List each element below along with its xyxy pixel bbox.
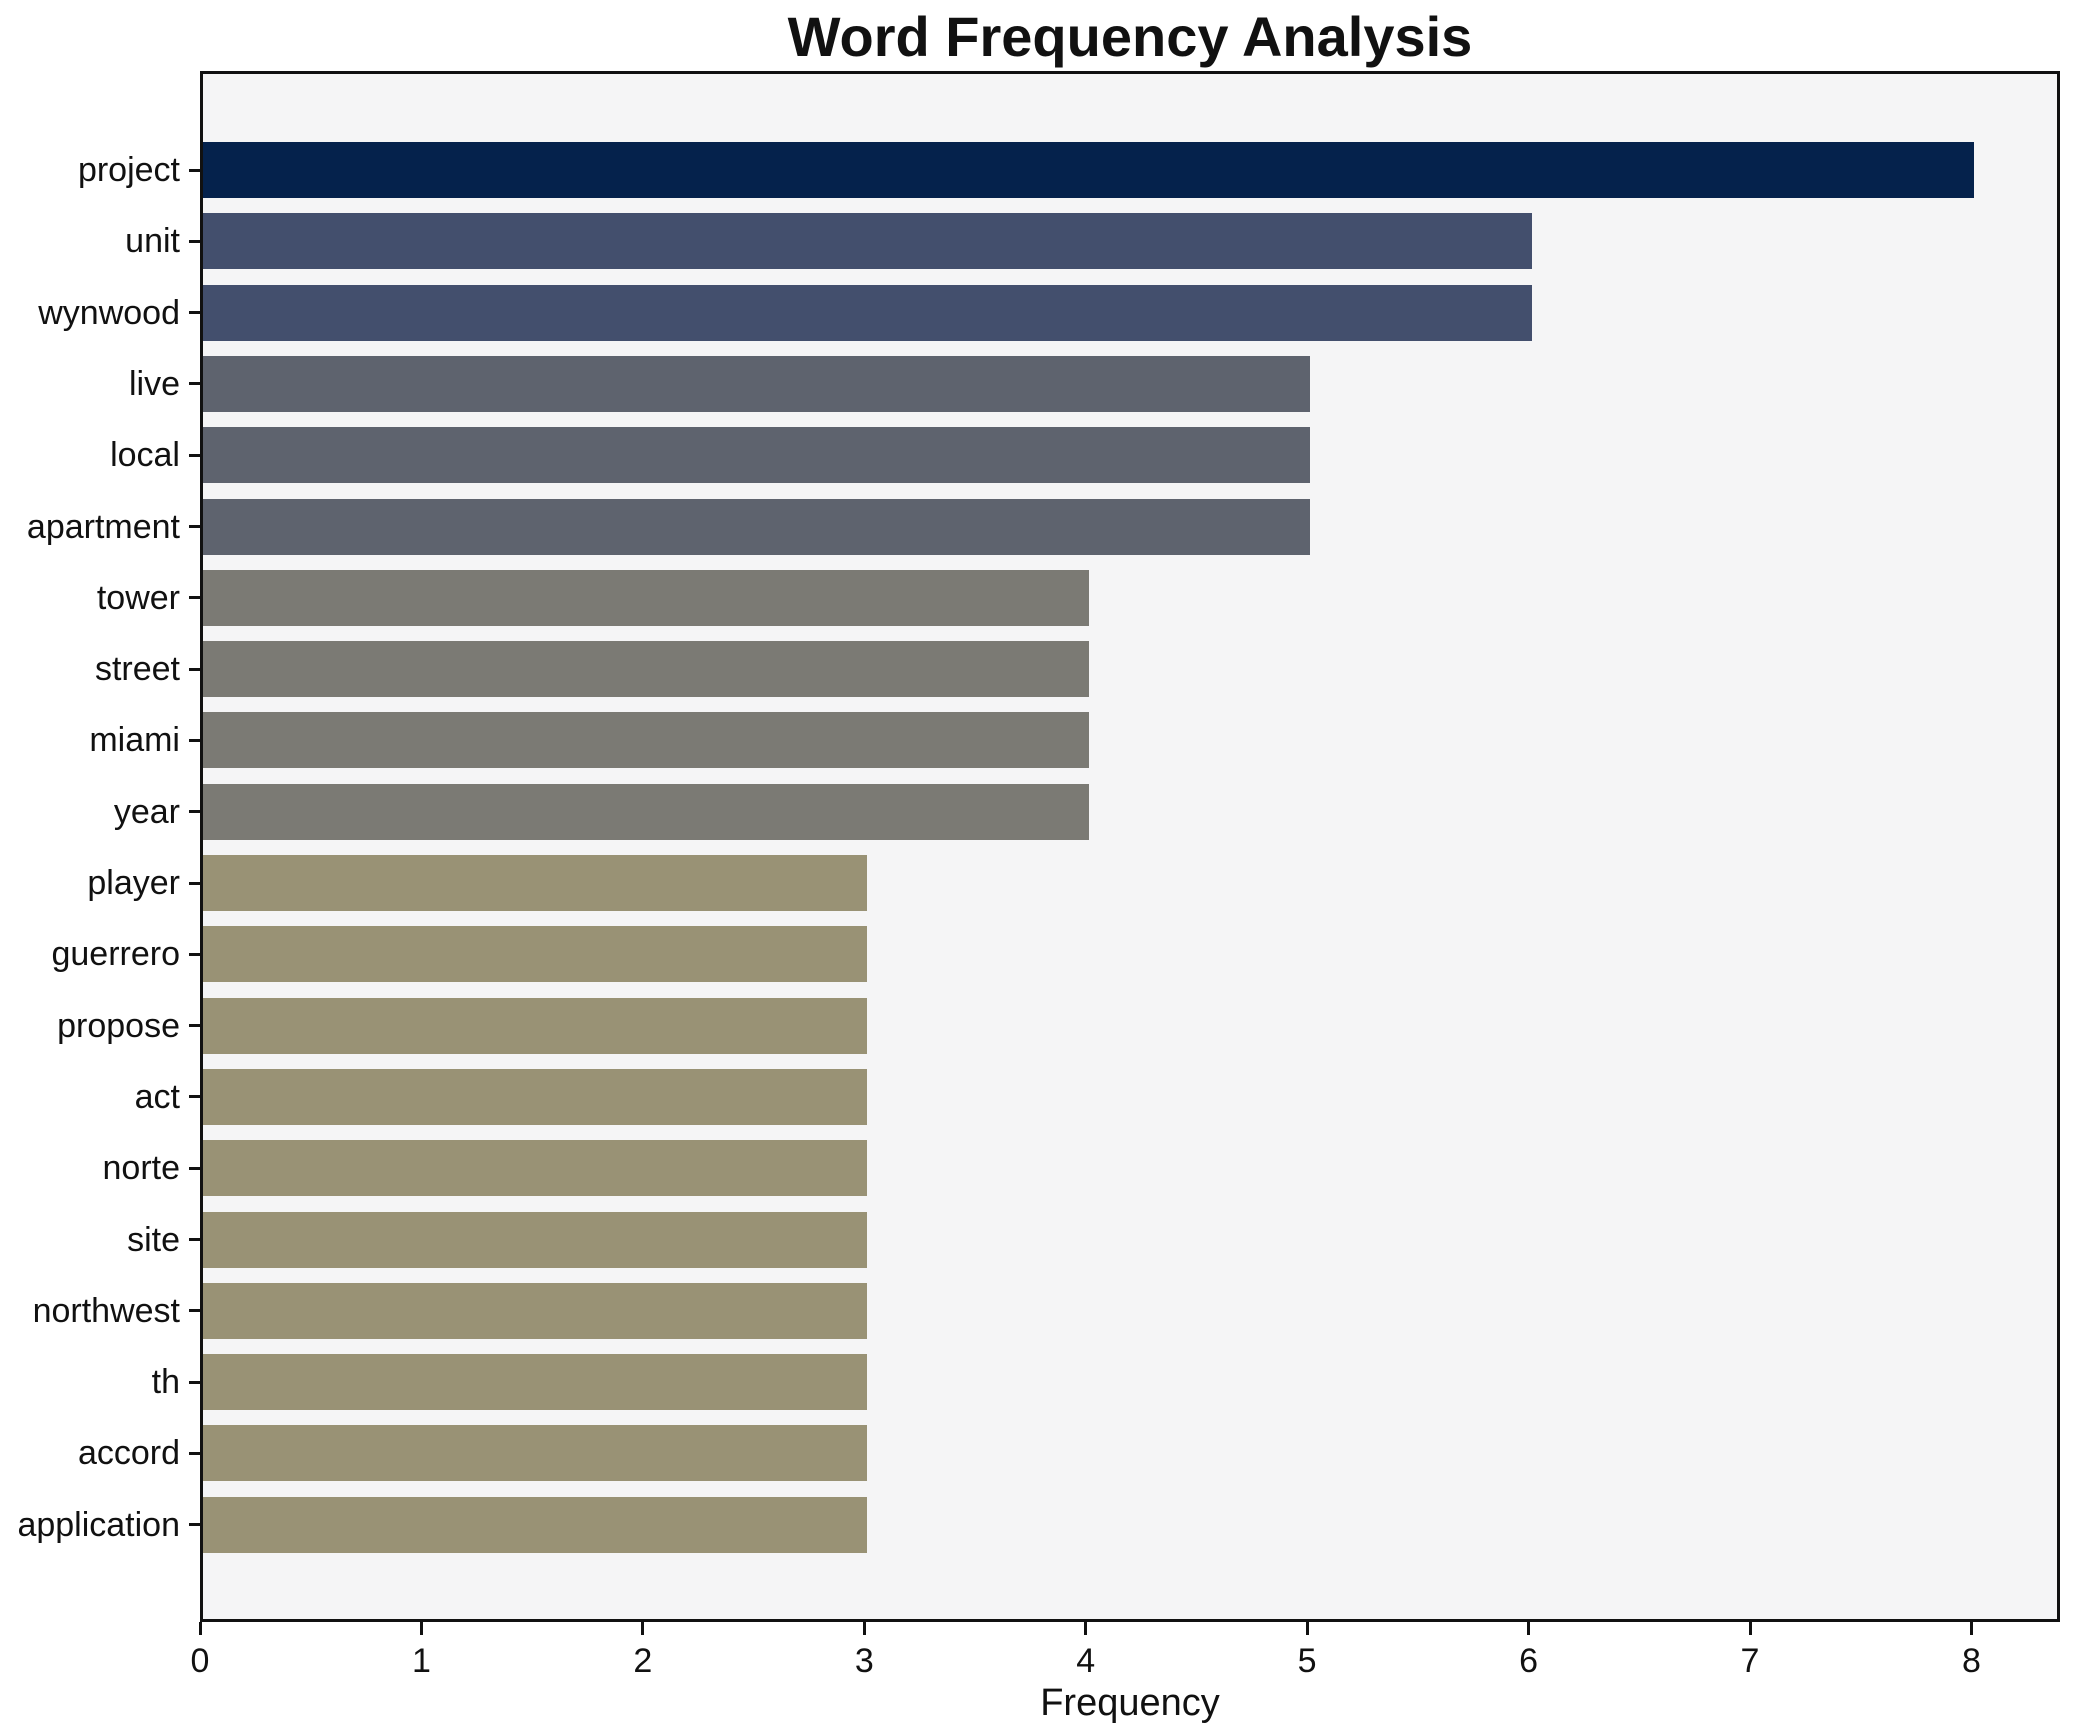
bar [203,1068,868,1125]
y-tick-label: year [113,792,180,831]
x-tick-label: 1 [411,1642,431,1680]
x-tick-label: 6 [1519,1642,1539,1680]
bar [203,641,1089,698]
x-tick-label: 0 [190,1642,210,1680]
plot-area [200,71,2060,1622]
y-tick-mark [189,1523,200,1527]
x-tick-label: 4 [1076,1642,1096,1680]
y-tick-label: wynwood [38,293,180,332]
y-tick-mark [189,382,200,386]
y-tick-label: accord [77,1434,180,1473]
y-tick-label: miami [89,721,180,760]
bar [203,284,1532,341]
bar [203,1496,868,1553]
x-tick-mark [1305,1622,1309,1635]
y-tick-label: project [77,151,180,189]
x-tick-mark [1084,1622,1088,1635]
y-tick-mark [189,596,200,600]
y-tick-mark [189,738,200,742]
y-tick-mark [189,952,200,956]
y-tick-label: apartment [26,507,180,546]
y-tick-mark [189,239,200,243]
x-tick-mark [862,1622,866,1635]
y-tick-label: northwest [32,1291,180,1330]
y-tick-mark [189,1380,200,1384]
bar [203,855,868,911]
y-tick-label: norte [102,1149,181,1188]
x-tick-label: 5 [1297,1642,1317,1680]
y-tick-label: tower [96,578,180,617]
y-tick-mark [189,810,200,814]
y-tick-label: unit [125,222,180,261]
bar [203,427,1311,484]
y-tick-label: propose [57,1006,180,1045]
bar [203,1425,868,1482]
y-tick-label: guerrero [51,935,180,974]
x-tick-label: 3 [854,1642,874,1680]
y-tick-mark [189,1166,200,1170]
bar [203,1282,868,1339]
y-tick-label: application [17,1505,180,1544]
bar [203,498,1311,555]
x-tick-label: 8 [1961,1642,1981,1680]
y-tick-mark [189,1238,200,1241]
y-tick-mark [189,525,200,528]
x-tick-mark [198,1622,202,1635]
bar [203,1211,868,1268]
bar [203,1140,868,1197]
bar [203,213,1532,270]
x-tick-label: 7 [1740,1642,1760,1680]
bar [203,1354,868,1411]
y-tick-label: player [87,864,180,902]
x-tick-mark [1748,1622,1752,1635]
x-tick-mark [1527,1622,1531,1635]
y-tick-mark [189,881,200,885]
y-tick-label: local [110,436,180,475]
y-tick-label: live [128,364,180,403]
chart-title: Word Frequency Analysis [787,5,1473,68]
y-tick-mark [189,1451,200,1455]
x-tick-label: 2 [633,1642,653,1680]
bar [203,997,868,1054]
bar [203,569,1089,626]
y-tick-mark [189,1024,200,1028]
y-tick-label: th [151,1363,180,1402]
y-tick-mark [189,311,200,315]
bar [203,926,868,983]
y-tick-mark [189,453,200,457]
y-tick-mark [189,1309,200,1313]
y-tick-label: act [134,1077,180,1116]
y-tick-mark [189,667,200,671]
bar [203,712,1089,769]
bar [203,783,1089,840]
y-tick-mark [189,168,200,172]
x-tick-mark [641,1622,645,1635]
x-tick-mark [1969,1622,1973,1635]
x-tick-mark [419,1622,423,1635]
y-tick-mark [189,1095,200,1099]
bar [203,142,1975,198]
bar [203,355,1311,412]
y-tick-label: street [94,650,180,689]
y-tick-label: site [127,1220,180,1259]
x-axis-label: Frequency [1040,1682,1220,1724]
